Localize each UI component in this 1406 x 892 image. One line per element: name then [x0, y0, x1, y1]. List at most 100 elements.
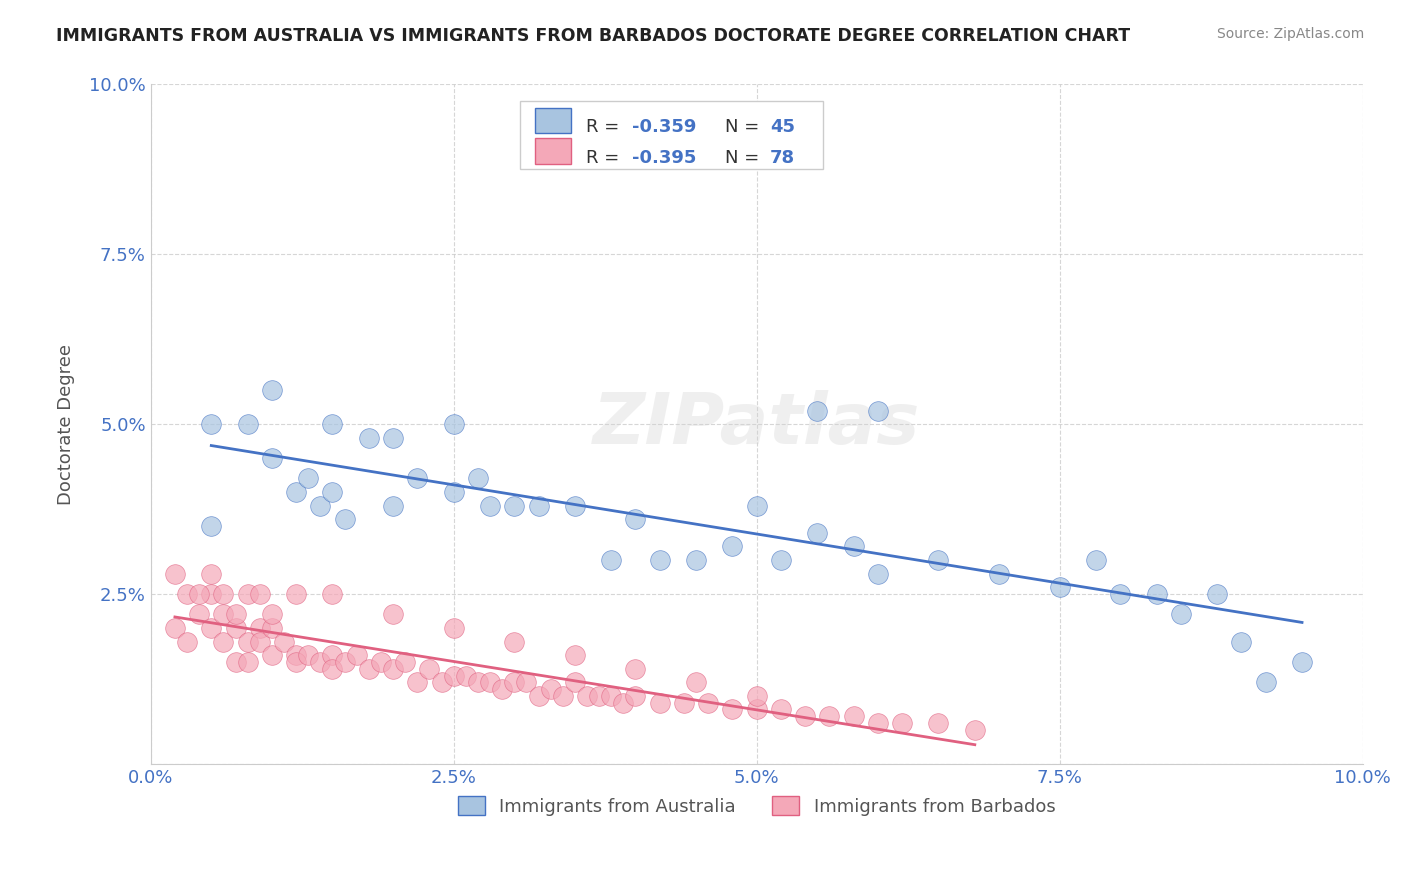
Point [467, 675, 489, 690]
Point [285, 655, 308, 669]
Point [285, 485, 308, 500]
Point [624, 689, 647, 703]
Point [648, 553, 671, 567]
Point [212, 587, 235, 601]
Point [321, 587, 343, 601]
Point [515, 675, 537, 690]
Point [1254, 675, 1277, 690]
Point [527, 689, 550, 703]
Text: ZIPatlas: ZIPatlas [593, 390, 921, 458]
Point [672, 696, 695, 710]
Point [163, 566, 186, 581]
Y-axis label: Doctorate Degree: Doctorate Degree [58, 343, 75, 505]
Point [564, 648, 586, 662]
FancyBboxPatch shape [534, 138, 571, 164]
Point [503, 634, 526, 648]
Point [200, 417, 222, 431]
Text: IMMIGRANTS FROM AUSTRALIA VS IMMIGRANTS FROM BARBADOS DOCTORATE DEGREE CORRELATI: IMMIGRANTS FROM AUSTRALIA VS IMMIGRANTS … [56, 27, 1130, 45]
Point [685, 675, 707, 690]
Text: Source: ZipAtlas.com: Source: ZipAtlas.com [1216, 27, 1364, 41]
Point [176, 634, 198, 648]
Point [575, 689, 598, 703]
Text: N =: N = [725, 119, 765, 136]
Point [540, 682, 562, 697]
Point [249, 587, 271, 601]
Point [806, 525, 828, 540]
Point [551, 689, 574, 703]
Point [321, 485, 343, 500]
Point [564, 675, 586, 690]
Point [236, 634, 259, 648]
Point [260, 451, 283, 466]
Point [225, 655, 247, 669]
Point [842, 709, 865, 723]
Point [1291, 655, 1313, 669]
Text: -0.395: -0.395 [631, 149, 696, 167]
Point [321, 662, 343, 676]
Point [236, 655, 259, 669]
Point [745, 702, 768, 716]
Point [624, 512, 647, 526]
Point [297, 648, 319, 662]
Point [721, 540, 744, 554]
Point [285, 648, 308, 662]
Point [200, 566, 222, 581]
Point [260, 607, 283, 622]
Point [309, 499, 332, 513]
Point [1230, 634, 1253, 648]
Point [260, 621, 283, 635]
Text: N =: N = [725, 149, 765, 167]
Point [1085, 553, 1108, 567]
Point [842, 540, 865, 554]
Point [927, 716, 949, 731]
Point [697, 696, 720, 710]
Point [866, 566, 889, 581]
Point [333, 512, 356, 526]
Point [1206, 587, 1229, 601]
Point [382, 499, 405, 513]
Point [260, 648, 283, 662]
Point [963, 723, 986, 737]
Point [866, 403, 889, 417]
Point [406, 471, 429, 485]
Legend: Immigrants from Australia, Immigrants from Barbados: Immigrants from Australia, Immigrants fr… [451, 789, 1063, 822]
Text: 45: 45 [770, 119, 794, 136]
Text: R =: R = [586, 149, 624, 167]
Point [745, 499, 768, 513]
Point [721, 702, 744, 716]
Point [769, 702, 792, 716]
Point [769, 553, 792, 567]
Point [443, 417, 465, 431]
Point [503, 499, 526, 513]
Point [285, 587, 308, 601]
Point [382, 431, 405, 445]
Point [1109, 587, 1132, 601]
Point [321, 648, 343, 662]
FancyBboxPatch shape [534, 108, 571, 134]
Point [527, 499, 550, 513]
Point [866, 716, 889, 731]
Point [745, 689, 768, 703]
Point [249, 634, 271, 648]
Point [394, 655, 416, 669]
Point [491, 682, 513, 697]
Point [806, 403, 828, 417]
Point [309, 655, 332, 669]
Text: -0.359: -0.359 [631, 119, 696, 136]
Point [600, 689, 623, 703]
Point [430, 675, 453, 690]
Point [200, 587, 222, 601]
Point [236, 587, 259, 601]
Point [260, 383, 283, 397]
Point [1049, 580, 1071, 594]
Point [443, 621, 465, 635]
Point [479, 675, 502, 690]
Point [321, 417, 343, 431]
Point [588, 689, 610, 703]
Point [891, 716, 914, 731]
Point [346, 648, 368, 662]
Point [297, 471, 319, 485]
FancyBboxPatch shape [520, 102, 824, 169]
Point [1146, 587, 1168, 601]
Point [273, 634, 295, 648]
